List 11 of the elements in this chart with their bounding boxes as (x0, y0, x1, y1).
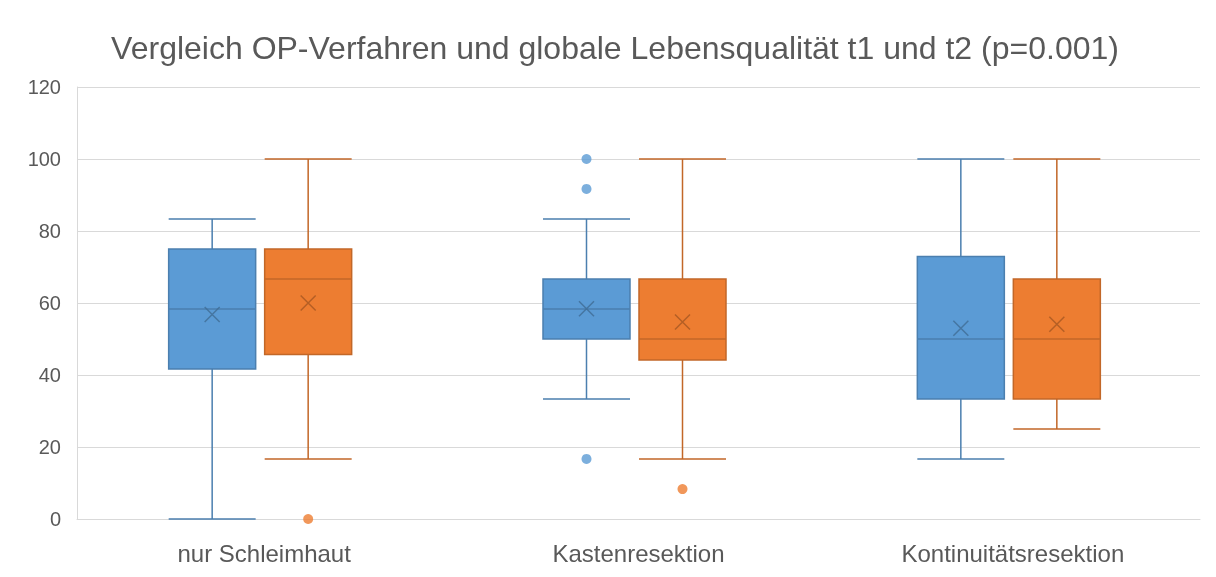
x-tick-label: nur Schleimhaut (177, 539, 352, 567)
y-tick-label: 100 (27, 148, 61, 170)
y-tick-label: 120 (27, 76, 61, 98)
y-tick-label: 0 (49, 508, 61, 530)
x-tick-label: Kontinuitätsresektion (901, 539, 1125, 567)
y-tick-label: 40 (38, 364, 61, 386)
y-tick-label: 20 (38, 436, 61, 458)
y-tick-label: 80 (38, 220, 61, 242)
chart-title: Vergleich OP-Verfahren und globale Lebensqualität t1 und t2 (p=0.001) (111, 30, 1119, 66)
y-tick-label: 60 (38, 292, 61, 314)
x-tick-label: Kastenresektion (552, 539, 725, 567)
